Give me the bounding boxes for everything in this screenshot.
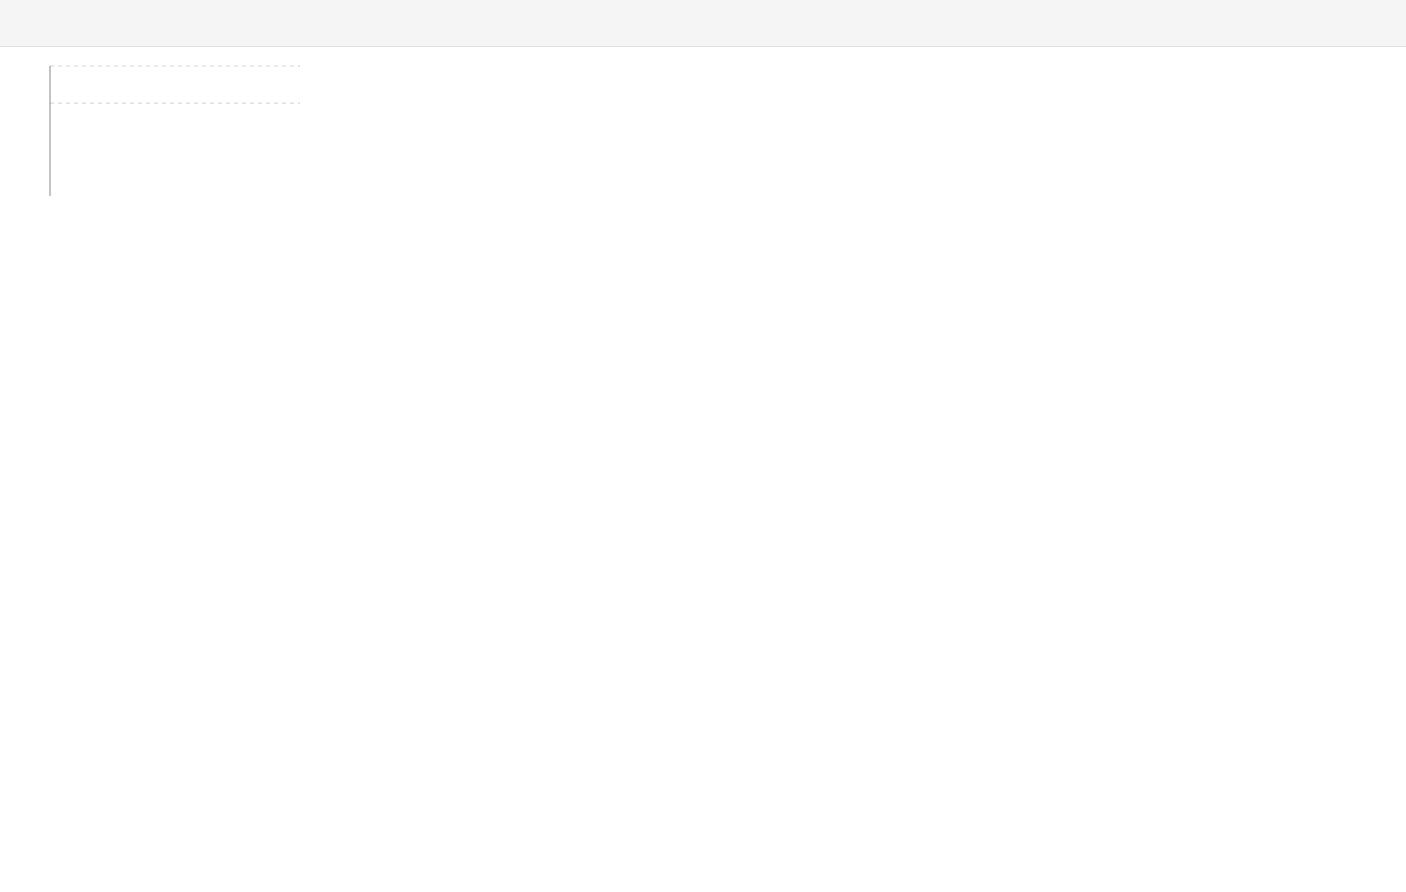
chart-header — [0, 0, 1406, 47]
chart-area: 5.0%10.0%15.0%20.0%ZIPatlas0.0%100.0%R =… — [0, 46, 1406, 892]
scatter-chart: 5.0%10.0%15.0%20.0%ZIPatlas0.0%100.0%R =… — [0, 46, 300, 196]
